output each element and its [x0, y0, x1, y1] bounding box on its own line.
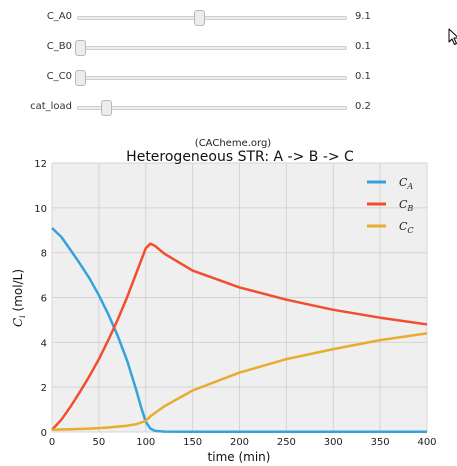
- slider-label: C_B0: [46, 41, 72, 52]
- y-tick-label: 6: [41, 294, 47, 305]
- slider-label: C_C0: [46, 71, 72, 82]
- slider-handle[interactable]: [74, 70, 86, 86]
- x-tick-label: 350: [371, 437, 390, 448]
- slider-row-c-c0: C_C0 0.1: [0, 68, 457, 88]
- legend-label: CC: [399, 220, 414, 235]
- y-tick-label: 2: [41, 383, 47, 394]
- x-tick-label: 250: [277, 437, 296, 448]
- slider-track[interactable]: [77, 100, 347, 116]
- chart-title: Heterogeneous STR: A -> B -> C: [126, 149, 354, 165]
- x-tick-label: 100: [136, 437, 155, 448]
- y-axis-label: Ci (mol/L): [11, 269, 27, 327]
- slider-value: 0.1: [355, 71, 371, 82]
- slider-row-c-b0: C_B0 0.1: [0, 38, 457, 58]
- slider-track[interactable]: [77, 10, 347, 26]
- y-tick-label: 0: [41, 428, 47, 439]
- slider-row-cat-load: cat_load 0.2: [0, 98, 457, 118]
- slider-value: 0.2: [355, 101, 371, 112]
- legend: CA CB CC: [367, 176, 414, 235]
- y-axis-label-main: C: [11, 318, 25, 327]
- slider-handle[interactable]: [74, 40, 86, 56]
- legend-label: CA: [399, 176, 413, 191]
- y-axis-label-tail: (mol/L): [11, 269, 25, 315]
- x-tick-label: 200: [230, 437, 249, 448]
- legend-label: CB: [399, 198, 413, 213]
- x-tick-label: 50: [93, 437, 106, 448]
- slider-handle[interactable]: [193, 10, 205, 26]
- series-line-c: [51, 332, 428, 432]
- concentration-chart: 0 50 100 150 200 250 300 350 400 0 2 4 6 8 10 12 (CAChe…: [0, 133, 457, 466]
- chart-supertitle: (CACheme.org): [195, 138, 271, 149]
- y-tick-label: 10: [34, 204, 47, 215]
- x-tick-label: 0: [49, 437, 55, 448]
- y-tick-label: 4: [41, 338, 47, 349]
- pointer-cursor-icon: [448, 28, 457, 45]
- series-line-b: [51, 242, 428, 431]
- x-axis-label: time (min): [208, 450, 271, 464]
- concentration-plot: 0 50 100 150 200 250 300 350 400 0 2 4 6 8 10 12 (CAChe…: [0, 133, 457, 466]
- series-line-a: [51, 227, 427, 434]
- slider-panel: C_A0 9.1 C_B0 0.1 C_C0 0.1 cat_load 0.2: [0, 0, 457, 125]
- slider-track[interactable]: [74, 70, 347, 86]
- x-tick-label: 400: [417, 437, 436, 448]
- y-tick-label: 8: [41, 249, 47, 260]
- y-tick-label: 12: [34, 159, 47, 170]
- slider-track[interactable]: [74, 40, 347, 56]
- slider-label: cat_load: [30, 101, 72, 112]
- x-tick-label: 150: [183, 437, 202, 448]
- slider-handle[interactable]: [101, 100, 113, 116]
- x-tick-label: 300: [324, 437, 343, 448]
- slider-value: 0.1: [355, 41, 371, 52]
- slider-value: 9.1: [355, 11, 371, 22]
- y-axis-label-sub: i: [18, 315, 27, 318]
- slider-row-c-a0: C_A0 9.1: [0, 8, 457, 28]
- slider-label: C_A0: [46, 11, 72, 22]
